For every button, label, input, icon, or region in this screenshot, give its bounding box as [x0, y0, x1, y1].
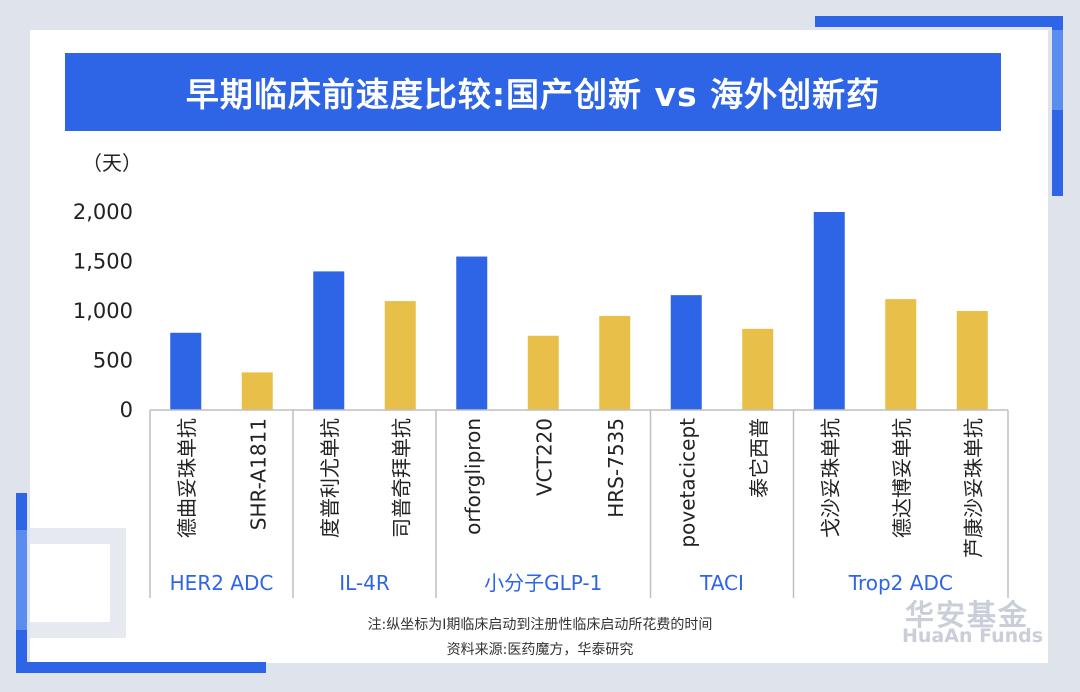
deco-top-right-bar-light — [1052, 30, 1063, 110]
bar — [170, 332, 202, 410]
group-label: IL-4R — [339, 571, 390, 595]
source-text: 资料来源:医药魔方，华泰研究 — [446, 642, 634, 658]
bar — [527, 335, 559, 410]
x-tick-label: HRS-7535 — [604, 418, 628, 518]
deco-bottom-left-bar-light — [16, 530, 27, 630]
note-text: 注:纵坐标为I期临床启动到注册性临床启动所花费的时间 — [367, 617, 713, 633]
bar — [670, 295, 702, 410]
y-tick-label: 1,000 — [73, 299, 133, 323]
y-tick-label: 0 — [120, 398, 133, 422]
y-tick-label: 500 — [93, 349, 133, 373]
bar — [313, 271, 345, 410]
deco-bottom-left-bar-light — [16, 662, 266, 673]
bar — [813, 212, 845, 410]
bar — [384, 301, 416, 410]
x-tick-label: 戈沙妥珠单抗 — [818, 418, 842, 538]
x-tick-label: 德达博妥单抗 — [890, 418, 914, 538]
x-tick-label: 泰它西普 — [747, 418, 771, 498]
chart-notes: 注:纵坐标为I期临床启动到注册性临床启动所花费的时间 资料来源:医药魔方，华泰研… — [200, 613, 880, 663]
chart-title: 早期临床前速度比较:国产创新 vs 海外创新药 — [65, 53, 1001, 131]
bar — [885, 299, 917, 410]
logo-en: HuaAn Funds — [902, 625, 1044, 647]
y-tick-label: 2,000 — [73, 200, 133, 224]
x-tick-label: povetacicept — [675, 418, 699, 548]
x-tick-label: orforglipron — [461, 418, 485, 535]
bar — [456, 256, 488, 410]
group-label: Trop2 ADC — [848, 571, 953, 595]
bar — [742, 328, 774, 410]
x-tick-label: 德曲妥珠单抗 — [175, 418, 199, 538]
y-tick-label: 1,500 — [73, 250, 133, 274]
x-tick-label: SHR-A1811 — [246, 418, 270, 530]
bar — [599, 315, 631, 410]
group-label: TACI — [699, 571, 744, 595]
y-axis-label: （天） — [82, 151, 142, 175]
bar — [956, 311, 988, 410]
logo-cn: 华安基金 — [905, 598, 1030, 632]
x-tick-label: 司普奇拜单抗 — [389, 418, 413, 538]
x-tick-label: 芦康沙妥珠单抗 — [961, 418, 985, 558]
x-tick-label: VCT220 — [532, 418, 556, 496]
group-label: 小分子GLP-1 — [484, 571, 602, 595]
x-tick-label: 度普利尤单抗 — [318, 418, 342, 538]
group-label: HER2 ADC — [170, 571, 274, 595]
deco-watermark-shape — [30, 528, 126, 638]
bar — [241, 372, 273, 410]
deco-top-right-bar — [815, 16, 1063, 27]
